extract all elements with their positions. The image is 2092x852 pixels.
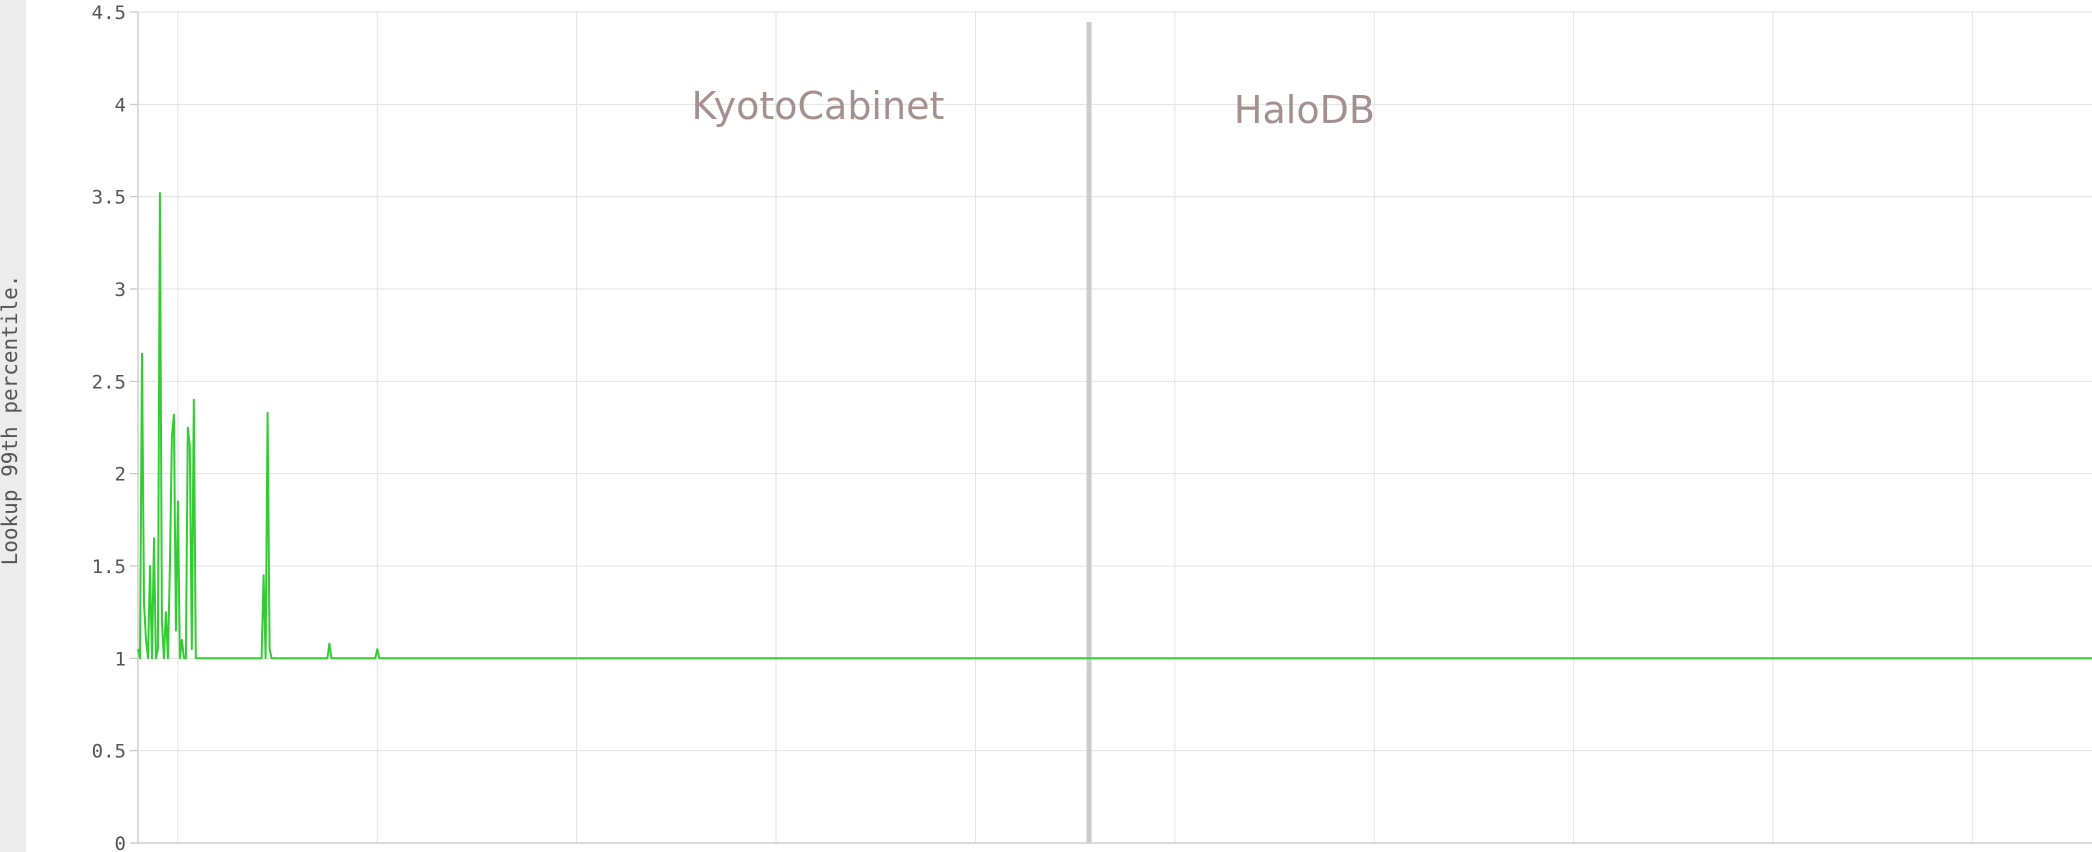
series-lines [137, 22, 2092, 843]
region-label-kyotocabinet: KyotoCabinet [691, 84, 944, 128]
left-panel-strip [0, 0, 26, 852]
region-label-halodb: HaloDB [1234, 88, 1375, 132]
grid [130, 11, 2092, 844]
y-tick-label: 1 [115, 648, 126, 670]
y-tick-label: 3 [115, 279, 126, 301]
y-axis-label: Lookup 99th percentile. [0, 275, 22, 566]
y-tick-label: 2 [115, 464, 126, 486]
y-tick-label: 3.5 [92, 187, 126, 209]
y-tick-label: 1.5 [92, 556, 126, 578]
y-tick-label: 4.5 [92, 2, 126, 24]
annotations: KyotoCabinet HaloDB [691, 84, 1374, 132]
y-tick-label: 0.5 [92, 741, 126, 763]
series-line [137, 192, 2092, 660]
y-tick-label: 4 [115, 94, 126, 116]
y-tick-label: 2.5 [92, 371, 126, 393]
y-ticks: 0 0.5 1 1.5 2 2.5 3 3.5 4 4.5 [92, 2, 126, 852]
y-tick-label: 0 [115, 833, 126, 852]
